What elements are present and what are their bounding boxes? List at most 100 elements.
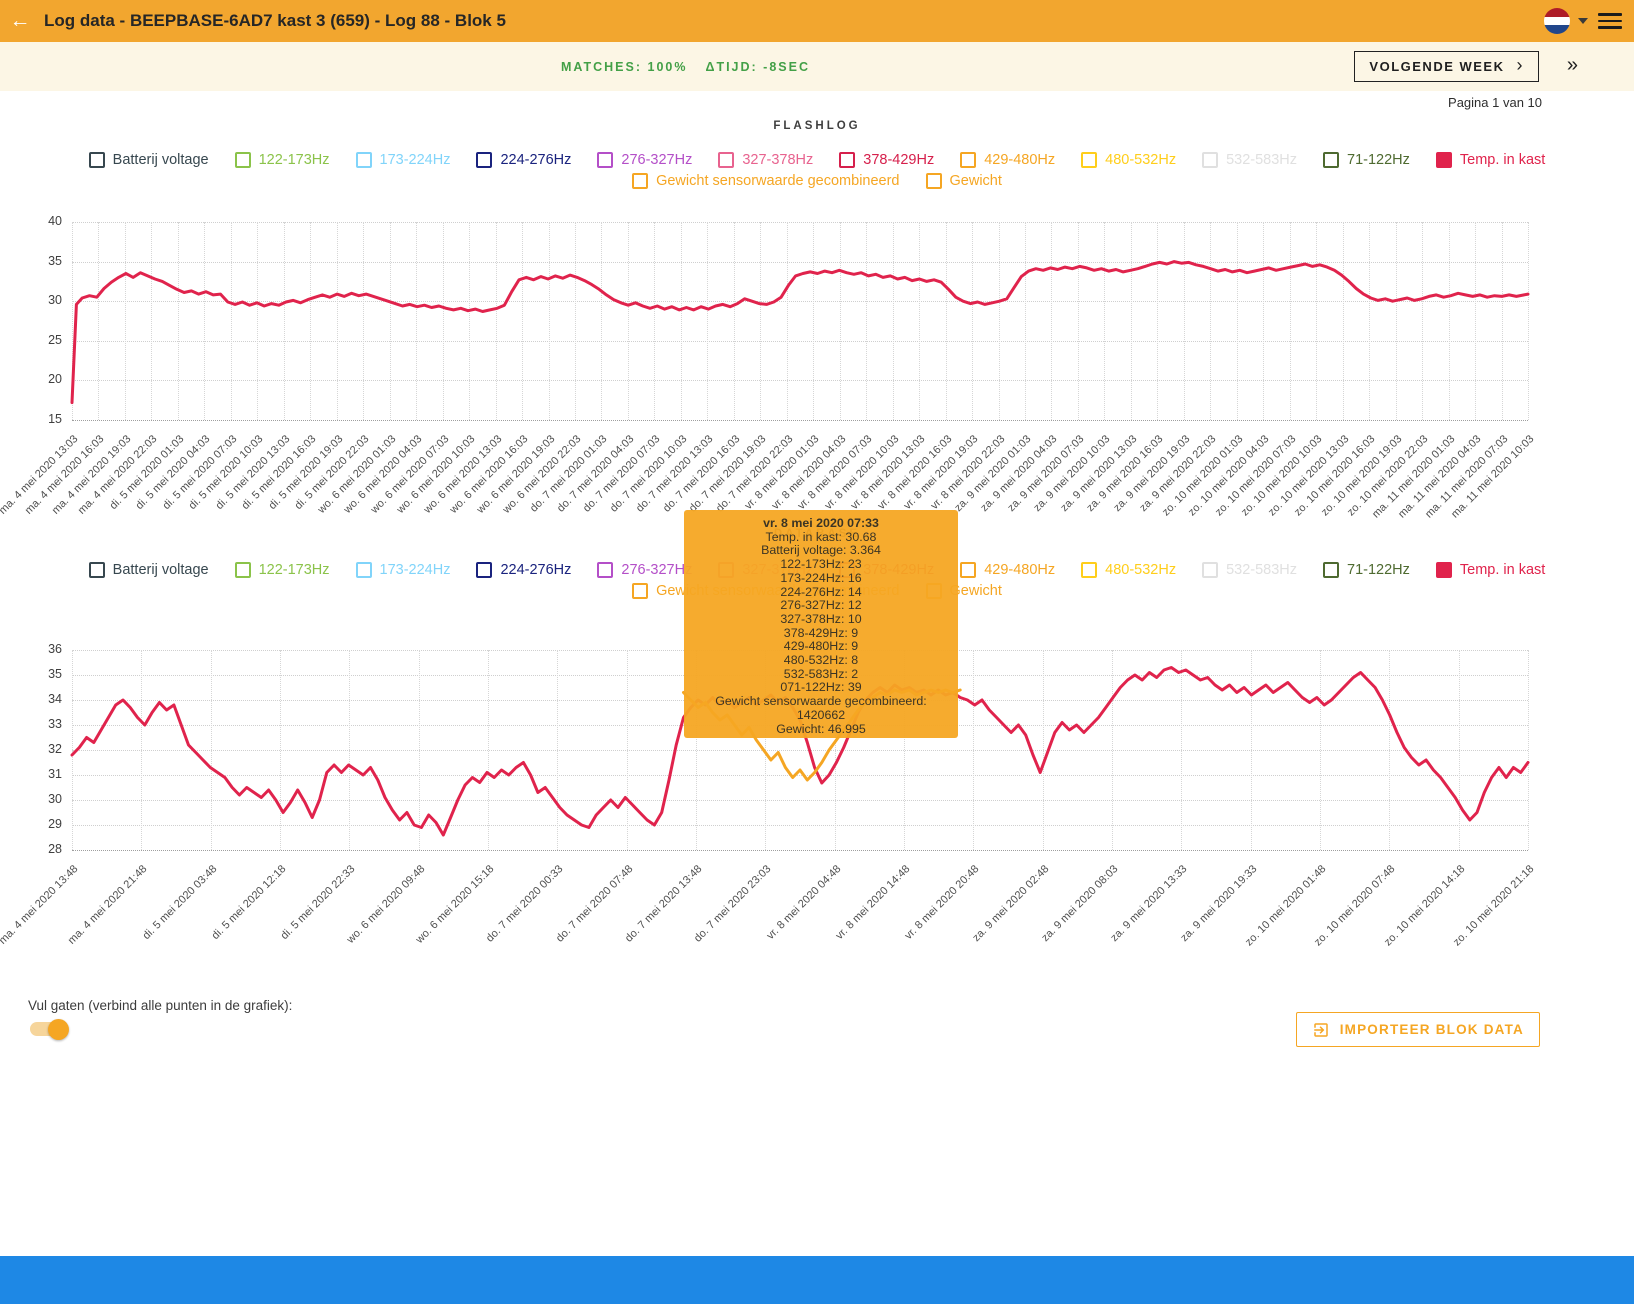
tooltip-line: 224-276Hz: 14 — [780, 584, 862, 599]
grid-line-v — [972, 222, 974, 420]
legend-item[interactable]: 480-532Hz — [1081, 562, 1176, 578]
legend-item[interactable]: 71-122Hz — [1323, 152, 1410, 168]
legend-item[interactable]: 224-276Hz — [476, 152, 571, 168]
legend-checkbox-icon — [1435, 562, 1452, 578]
grid-line-v — [973, 650, 975, 850]
legend-item[interactable]: 173-224Hz — [355, 152, 450, 168]
legend-item[interactable]: 532-583Hz — [1202, 562, 1297, 578]
y-axis-label: 15 — [48, 412, 62, 426]
next-week-button[interactable]: VOLGENDE WEEK › — [1354, 51, 1539, 82]
grid-line-v — [1051, 222, 1053, 420]
language-flag-icon[interactable] — [1544, 8, 1570, 34]
legend-item[interactable]: 122-173Hz — [234, 562, 330, 578]
legend-label: 224-276Hz — [500, 152, 572, 168]
grid-line-v — [1395, 222, 1397, 420]
legend-label: 532-583Hz — [1226, 562, 1298, 578]
legend-item[interactable]: 532-583Hz — [1202, 152, 1297, 168]
legend-label: Gewicht — [949, 173, 1002, 189]
grid-line-v — [336, 222, 338, 420]
legend-item[interactable]: 276-327Hz — [597, 562, 692, 578]
x-axis-label: vr. 8 mei 2020 04:48 — [764, 863, 844, 942]
flashlog-chart[interactable]: 15 20 25 30 35 40 ma. 4 mei 2020 13:03 ma. 4 me… — [0, 214, 1536, 520]
next-week-label: VOLGENDE WEEK — [1369, 59, 1505, 74]
grid-line-v — [349, 650, 351, 850]
legend-item[interactable]: 276-327Hz — [597, 152, 692, 168]
y-axis-label: 30 — [48, 293, 62, 308]
grid-line-v — [1501, 222, 1503, 420]
x-axis-label: do. 7 mei 2020 13:48 — [622, 863, 705, 945]
x-axis-label: zo. 10 mei 2020 21:18 — [1451, 863, 1537, 949]
legend-checkbox-icon — [839, 152, 856, 168]
legend-item[interactable]: Temp. in kast — [1435, 152, 1545, 168]
grid-line-v — [72, 650, 73, 850]
legend-label: 327-378Hz — [742, 152, 814, 168]
grid-line-v — [495, 222, 497, 420]
grid-line-v — [257, 222, 259, 420]
grid-line-v — [707, 222, 709, 420]
legend-label: 532-583Hz — [1226, 152, 1298, 168]
skip-forward-icon[interactable]: » — [1566, 54, 1578, 76]
legend-checkbox-icon — [476, 562, 493, 578]
legend-item[interactable]: Gewicht sensorwaarde gecombineerd — [632, 173, 900, 189]
back-button[interactable]: ← — [0, 0, 40, 42]
legend-item[interactable]: Gewicht — [925, 173, 1002, 189]
legend-checkbox-icon — [234, 562, 251, 578]
tooltip-line: 378-429Hz: 9 — [783, 625, 859, 640]
language-caret-icon[interactable] — [1578, 18, 1588, 24]
grid-line-v — [230, 222, 232, 420]
fill-gaps-toggle[interactable] — [30, 1018, 69, 1040]
import-block-data-button[interactable]: IMPORTEER BLOK DATA — [1295, 1012, 1540, 1047]
grid-line-v — [696, 650, 697, 850]
y-axis-label: 29 — [48, 817, 62, 831]
x-axis-label: za. 9 mei 2020 02:48 — [970, 863, 1052, 945]
legend-checkbox-icon — [476, 152, 493, 168]
grid-line-v — [1475, 222, 1477, 420]
grid-line-v — [210, 650, 212, 850]
grid-line-h — [72, 301, 1528, 303]
tooltip-line: Gewicht: 46.995 — [776, 721, 866, 736]
chart-tooltip: vr. 8 mei 2020 07:33 Temp. in kast: 30.6… — [684, 510, 958, 738]
legend-checkbox-icon — [632, 583, 649, 599]
legend-label: 378-429Hz — [863, 152, 935, 168]
grid-line-v — [72, 222, 73, 420]
grid-line-v — [733, 222, 735, 420]
grid-line-v — [1369, 222, 1371, 420]
legend-item[interactable]: 327-378Hz — [718, 152, 813, 168]
grid-line-v — [601, 222, 603, 420]
legend-item[interactable]: Batterij voltage — [88, 562, 209, 578]
delta-time-value: ΔTIJD: -8SEC — [705, 59, 810, 74]
grid-line-v — [786, 222, 788, 420]
x-axis-label: di. 5 mei 2020 22:33 — [278, 863, 358, 942]
legend-checkbox-icon — [1323, 152, 1340, 168]
legend-item[interactable]: 224-276Hz — [476, 562, 571, 578]
legend-item[interactable]: 122-173Hz — [234, 152, 330, 168]
grid-line-v — [442, 222, 444, 420]
tooltip-line: 480-532Hz: 8 — [783, 653, 859, 668]
legend-item[interactable]: 429-480Hz — [960, 562, 1055, 578]
legend-item[interactable]: Batterij voltage — [88, 152, 209, 168]
app-header: ← Log data - BEEPBASE-6AD7 kast 3 (659) … — [0, 0, 1634, 42]
grid-line-v — [1077, 222, 1079, 420]
legend-label: 173-224Hz — [379, 562, 451, 578]
legend-item[interactable]: 71-122Hz — [1323, 562, 1410, 578]
legend-checkbox-icon — [88, 562, 105, 578]
grid-line-v — [760, 222, 762, 420]
legend-checkbox-icon — [597, 562, 614, 578]
grid-line-v — [765, 650, 767, 850]
legend-item[interactable]: 429-480Hz — [960, 152, 1055, 168]
grid-line-h — [72, 222, 1528, 223]
legend-item[interactable]: 480-532Hz — [1081, 152, 1176, 168]
legend-item[interactable]: 378-429Hz — [839, 152, 934, 168]
menu-icon[interactable] — [1598, 13, 1622, 29]
grid-line-v — [310, 222, 312, 420]
grid-line-h — [72, 340, 1528, 342]
legend-checkbox-icon — [355, 152, 372, 168]
x-axis-label: wo. 6 mei 2020 15:18 — [413, 863, 497, 946]
y-axis-label: 34 — [48, 692, 62, 706]
legend-item[interactable]: 173-224Hz — [355, 562, 451, 578]
tooltip-line: 327-378Hz: 10 — [780, 611, 862, 626]
grid-line-v — [945, 222, 947, 420]
grid-line-v — [557, 650, 559, 850]
grid-line-v — [1183, 222, 1185, 420]
legend-item[interactable]: Temp. in kast — [1435, 562, 1545, 578]
